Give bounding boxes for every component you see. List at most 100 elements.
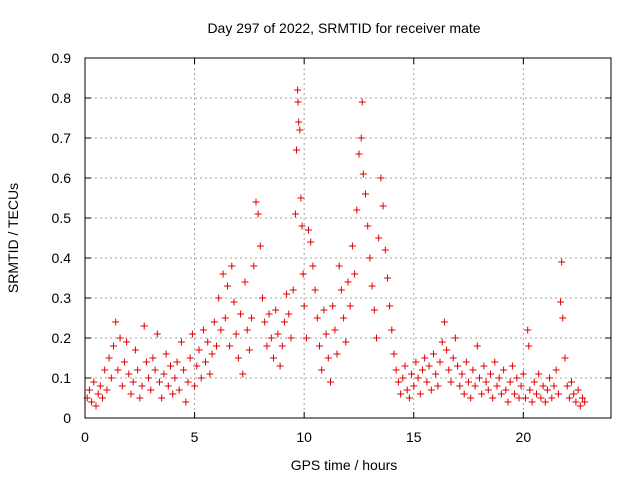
- data-point: [541, 398, 549, 406]
- y-tick-label: 0.2: [52, 330, 72, 346]
- data-point: [234, 354, 242, 362]
- x-tick-label: 10: [296, 429, 312, 445]
- data-point: [548, 394, 556, 402]
- data-point: [298, 222, 306, 230]
- data-point: [287, 334, 295, 342]
- data-points: [83, 86, 589, 410]
- data-point: [156, 378, 163, 386]
- data-point: [101, 366, 109, 374]
- data-point: [186, 354, 194, 362]
- data-point: [331, 326, 339, 334]
- data-point: [167, 362, 174, 370]
- data-point: [576, 402, 584, 410]
- data-point: [403, 386, 411, 394]
- data-point: [517, 382, 525, 390]
- data-point: [322, 330, 330, 338]
- data-point: [302, 334, 310, 342]
- data-point: [495, 374, 503, 382]
- data-point: [147, 386, 155, 394]
- data-point: [313, 314, 321, 322]
- data-point: [123, 338, 131, 346]
- data-point: [204, 338, 212, 346]
- data-point: [265, 310, 273, 318]
- x-axis-label: GPS time / hours: [291, 457, 398, 473]
- y-tick-label: 0.3: [52, 290, 72, 306]
- y-tick-label: 0.5: [52, 210, 72, 226]
- x-tick-label: 5: [191, 429, 199, 445]
- data-point: [351, 270, 359, 278]
- data-point: [289, 286, 297, 294]
- data-point: [410, 382, 418, 390]
- data-point: [469, 366, 477, 374]
- data-point: [245, 346, 253, 354]
- data-point: [348, 242, 356, 250]
- data-point: [252, 198, 260, 206]
- data-point: [572, 398, 580, 406]
- data-point: [558, 258, 566, 266]
- data-point: [335, 262, 343, 270]
- data-point: [230, 298, 238, 306]
- data-point: [226, 342, 234, 350]
- data-point: [528, 398, 536, 406]
- y-tick-label: 0: [63, 410, 71, 426]
- data-point: [565, 394, 573, 402]
- data-point: [327, 378, 334, 386]
- data-point: [379, 202, 387, 210]
- data-point: [427, 386, 435, 394]
- data-point: [243, 326, 251, 334]
- data-point: [293, 146, 300, 154]
- data-point: [199, 326, 207, 334]
- plot-frame: [84, 57, 612, 419]
- data-point: [419, 366, 426, 374]
- data-point: [213, 342, 220, 350]
- data-point: [513, 374, 521, 382]
- data-point: [180, 366, 188, 374]
- data-point: [96, 382, 104, 390]
- data-point: [390, 350, 398, 358]
- data-point: [447, 378, 455, 386]
- data-point: [261, 318, 269, 326]
- data-point: [557, 298, 565, 306]
- data-point: [537, 394, 545, 402]
- data-point: [134, 366, 142, 374]
- data-point: [436, 358, 444, 366]
- data-point: [88, 398, 96, 406]
- data-point: [136, 394, 144, 402]
- y-tick-label: 0.8: [52, 90, 72, 106]
- data-point: [491, 358, 499, 366]
- data-point: [525, 342, 533, 350]
- data-point: [118, 382, 126, 390]
- data-point: [554, 390, 562, 398]
- data-point: [142, 358, 150, 366]
- data-point: [366, 254, 374, 262]
- data-point: [160, 370, 168, 378]
- data-point: [471, 382, 479, 390]
- data-point: [399, 374, 407, 382]
- data-point: [127, 390, 135, 398]
- data-point: [329, 302, 337, 310]
- data-point: [296, 126, 304, 134]
- data-point: [297, 194, 305, 202]
- data-point: [355, 150, 363, 158]
- data-point: [570, 390, 578, 398]
- data-point: [543, 386, 551, 394]
- data-point: [318, 366, 326, 374]
- data-point: [300, 302, 308, 310]
- data-point: [533, 390, 540, 398]
- data-point: [173, 358, 181, 366]
- data-point: [370, 306, 378, 314]
- data-point: [316, 342, 323, 350]
- data-point: [497, 390, 505, 398]
- data-point: [164, 382, 172, 390]
- data-point: [456, 382, 464, 390]
- data-point: [346, 302, 354, 310]
- data-point: [184, 378, 192, 386]
- data-point: [232, 330, 240, 338]
- data-point: [515, 394, 523, 402]
- data-point: [299, 270, 307, 278]
- data-point: [506, 378, 514, 386]
- data-point: [392, 366, 400, 374]
- data-point: [294, 86, 302, 94]
- data-point: [85, 386, 93, 394]
- data-point: [280, 318, 288, 326]
